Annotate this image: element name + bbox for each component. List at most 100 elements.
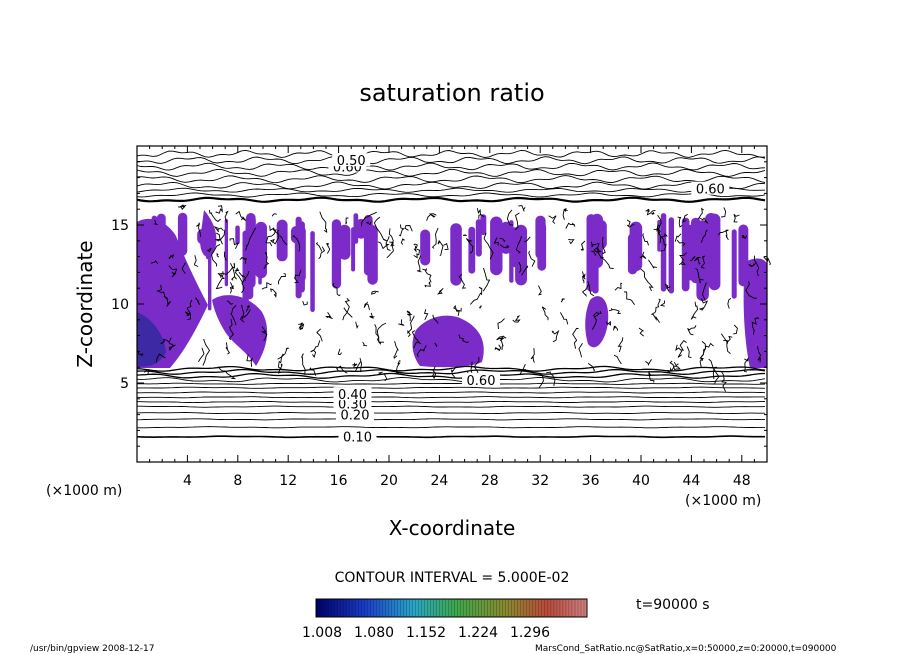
- y-axis-label: Z-coordinate: [73, 240, 97, 367]
- contour-noise: [593, 246, 602, 253]
- contour-line: [136, 377, 766, 383]
- contour-noise: [404, 225, 413, 232]
- shaded-streak: [291, 228, 299, 243]
- contour-noise: [700, 255, 706, 269]
- contour-noise: [613, 354, 622, 365]
- contour-noise: [614, 282, 623, 291]
- contour-noise: [398, 224, 405, 237]
- contour-noise: [514, 212, 520, 231]
- contour-noise: [721, 207, 727, 218]
- x-tick-label: 8: [233, 473, 242, 489]
- contour-noise: [678, 260, 686, 266]
- contour-noise: [753, 255, 760, 277]
- contour-label-bg: [333, 387, 372, 401]
- contour-noise: [436, 288, 444, 295]
- contour-noise: [355, 321, 359, 330]
- contour-noise: [645, 208, 656, 216]
- contour-noise: [342, 297, 350, 321]
- contour-noise: [602, 236, 606, 255]
- contour-noise: [669, 360, 681, 371]
- contour-noise: [594, 311, 602, 317]
- contour-noise: [231, 276, 237, 281]
- contour-noise: [208, 209, 221, 222]
- shaded-streak: [354, 219, 368, 239]
- shaded-streak: [738, 224, 749, 287]
- colorbar-tick-label: 1.080: [354, 625, 394, 641]
- contour-noise: [168, 343, 176, 351]
- y-tick-label: 15: [111, 218, 129, 234]
- contour-noise: [229, 304, 237, 326]
- shaded-streak: [450, 223, 462, 286]
- contour-line: [136, 396, 765, 399]
- contour-noise: [194, 255, 199, 267]
- contour-noise: [376, 322, 387, 343]
- contour-noise: [458, 274, 466, 289]
- plot-area: 0.100.200.300.400.600.600.500.60: [136, 149, 771, 446]
- contour-noise: [221, 271, 225, 280]
- contour-noise: [725, 229, 729, 241]
- contour-noise: [224, 210, 229, 223]
- contour-noise: [613, 325, 618, 331]
- contour-noise: [617, 337, 624, 353]
- shaded-streak: [490, 216, 503, 276]
- time-label: t=90000 s: [636, 597, 710, 613]
- y-axis: 5 10 15: [111, 145, 767, 463]
- contour-noise: [493, 237, 499, 246]
- contour-noise: [302, 301, 308, 306]
- contour-noise: [733, 324, 738, 335]
- contour-noise: [163, 295, 171, 307]
- x-tick-label: 44: [682, 473, 700, 489]
- contour-line: [136, 418, 765, 421]
- contour-label: 0.20: [341, 409, 370, 424]
- contour-noise: [476, 207, 485, 219]
- contour-noise: [465, 238, 474, 254]
- contour-noise: [749, 295, 757, 299]
- contour-noise: [499, 244, 510, 249]
- colorbar-tick-label: 1.296: [510, 625, 550, 641]
- shaded-streak: [338, 229, 351, 244]
- shaded-streak: [235, 225, 240, 245]
- contour-label-bg: [336, 407, 374, 421]
- contour-line: [137, 426, 765, 429]
- contour-noise: [223, 251, 227, 261]
- contour-noise: [411, 330, 422, 349]
- shaded-streak: [690, 217, 701, 284]
- contour-noise: [185, 311, 191, 317]
- contour-line: [137, 391, 766, 394]
- shaded-region: [212, 295, 268, 366]
- contour-noise: [699, 357, 704, 368]
- contour-noise: [702, 282, 707, 301]
- contour-noise: [582, 271, 585, 284]
- contour-noise: [216, 252, 220, 258]
- x-tick-label: 4: [183, 473, 192, 489]
- contour-noise: [673, 361, 679, 367]
- shaded-streak: [480, 214, 487, 236]
- shaded-streak: [351, 227, 356, 272]
- shaded-streak: [310, 231, 315, 312]
- contour-line: [136, 149, 766, 158]
- contour-noise: [562, 207, 568, 220]
- contour-noise: [406, 310, 413, 322]
- contour-noise: [693, 256, 701, 265]
- contour-noise: [733, 213, 740, 223]
- footer-left: /usr/bin/gpview 2008-12-17: [30, 644, 154, 654]
- contour-noise: [337, 348, 342, 356]
- contour-noise: [640, 268, 654, 292]
- contour-noise: [432, 314, 439, 324]
- contour-noise: [587, 363, 596, 371]
- x-tick-label: 20: [380, 473, 398, 489]
- contour-noise: [196, 222, 202, 238]
- contour-line: [136, 368, 766, 375]
- y-tick-label: 5: [120, 376, 129, 392]
- contour-noise: [580, 240, 586, 251]
- contour-label: 0.50: [337, 154, 366, 169]
- contour-noise: [690, 301, 698, 320]
- contour-noise: [362, 341, 368, 347]
- contour-noise: [214, 229, 226, 242]
- contour-noise: [373, 216, 388, 242]
- contour-noise: [698, 298, 709, 311]
- contour-noise: [482, 267, 491, 292]
- contour-noise: [437, 240, 444, 257]
- contour-noise: [202, 338, 211, 366]
